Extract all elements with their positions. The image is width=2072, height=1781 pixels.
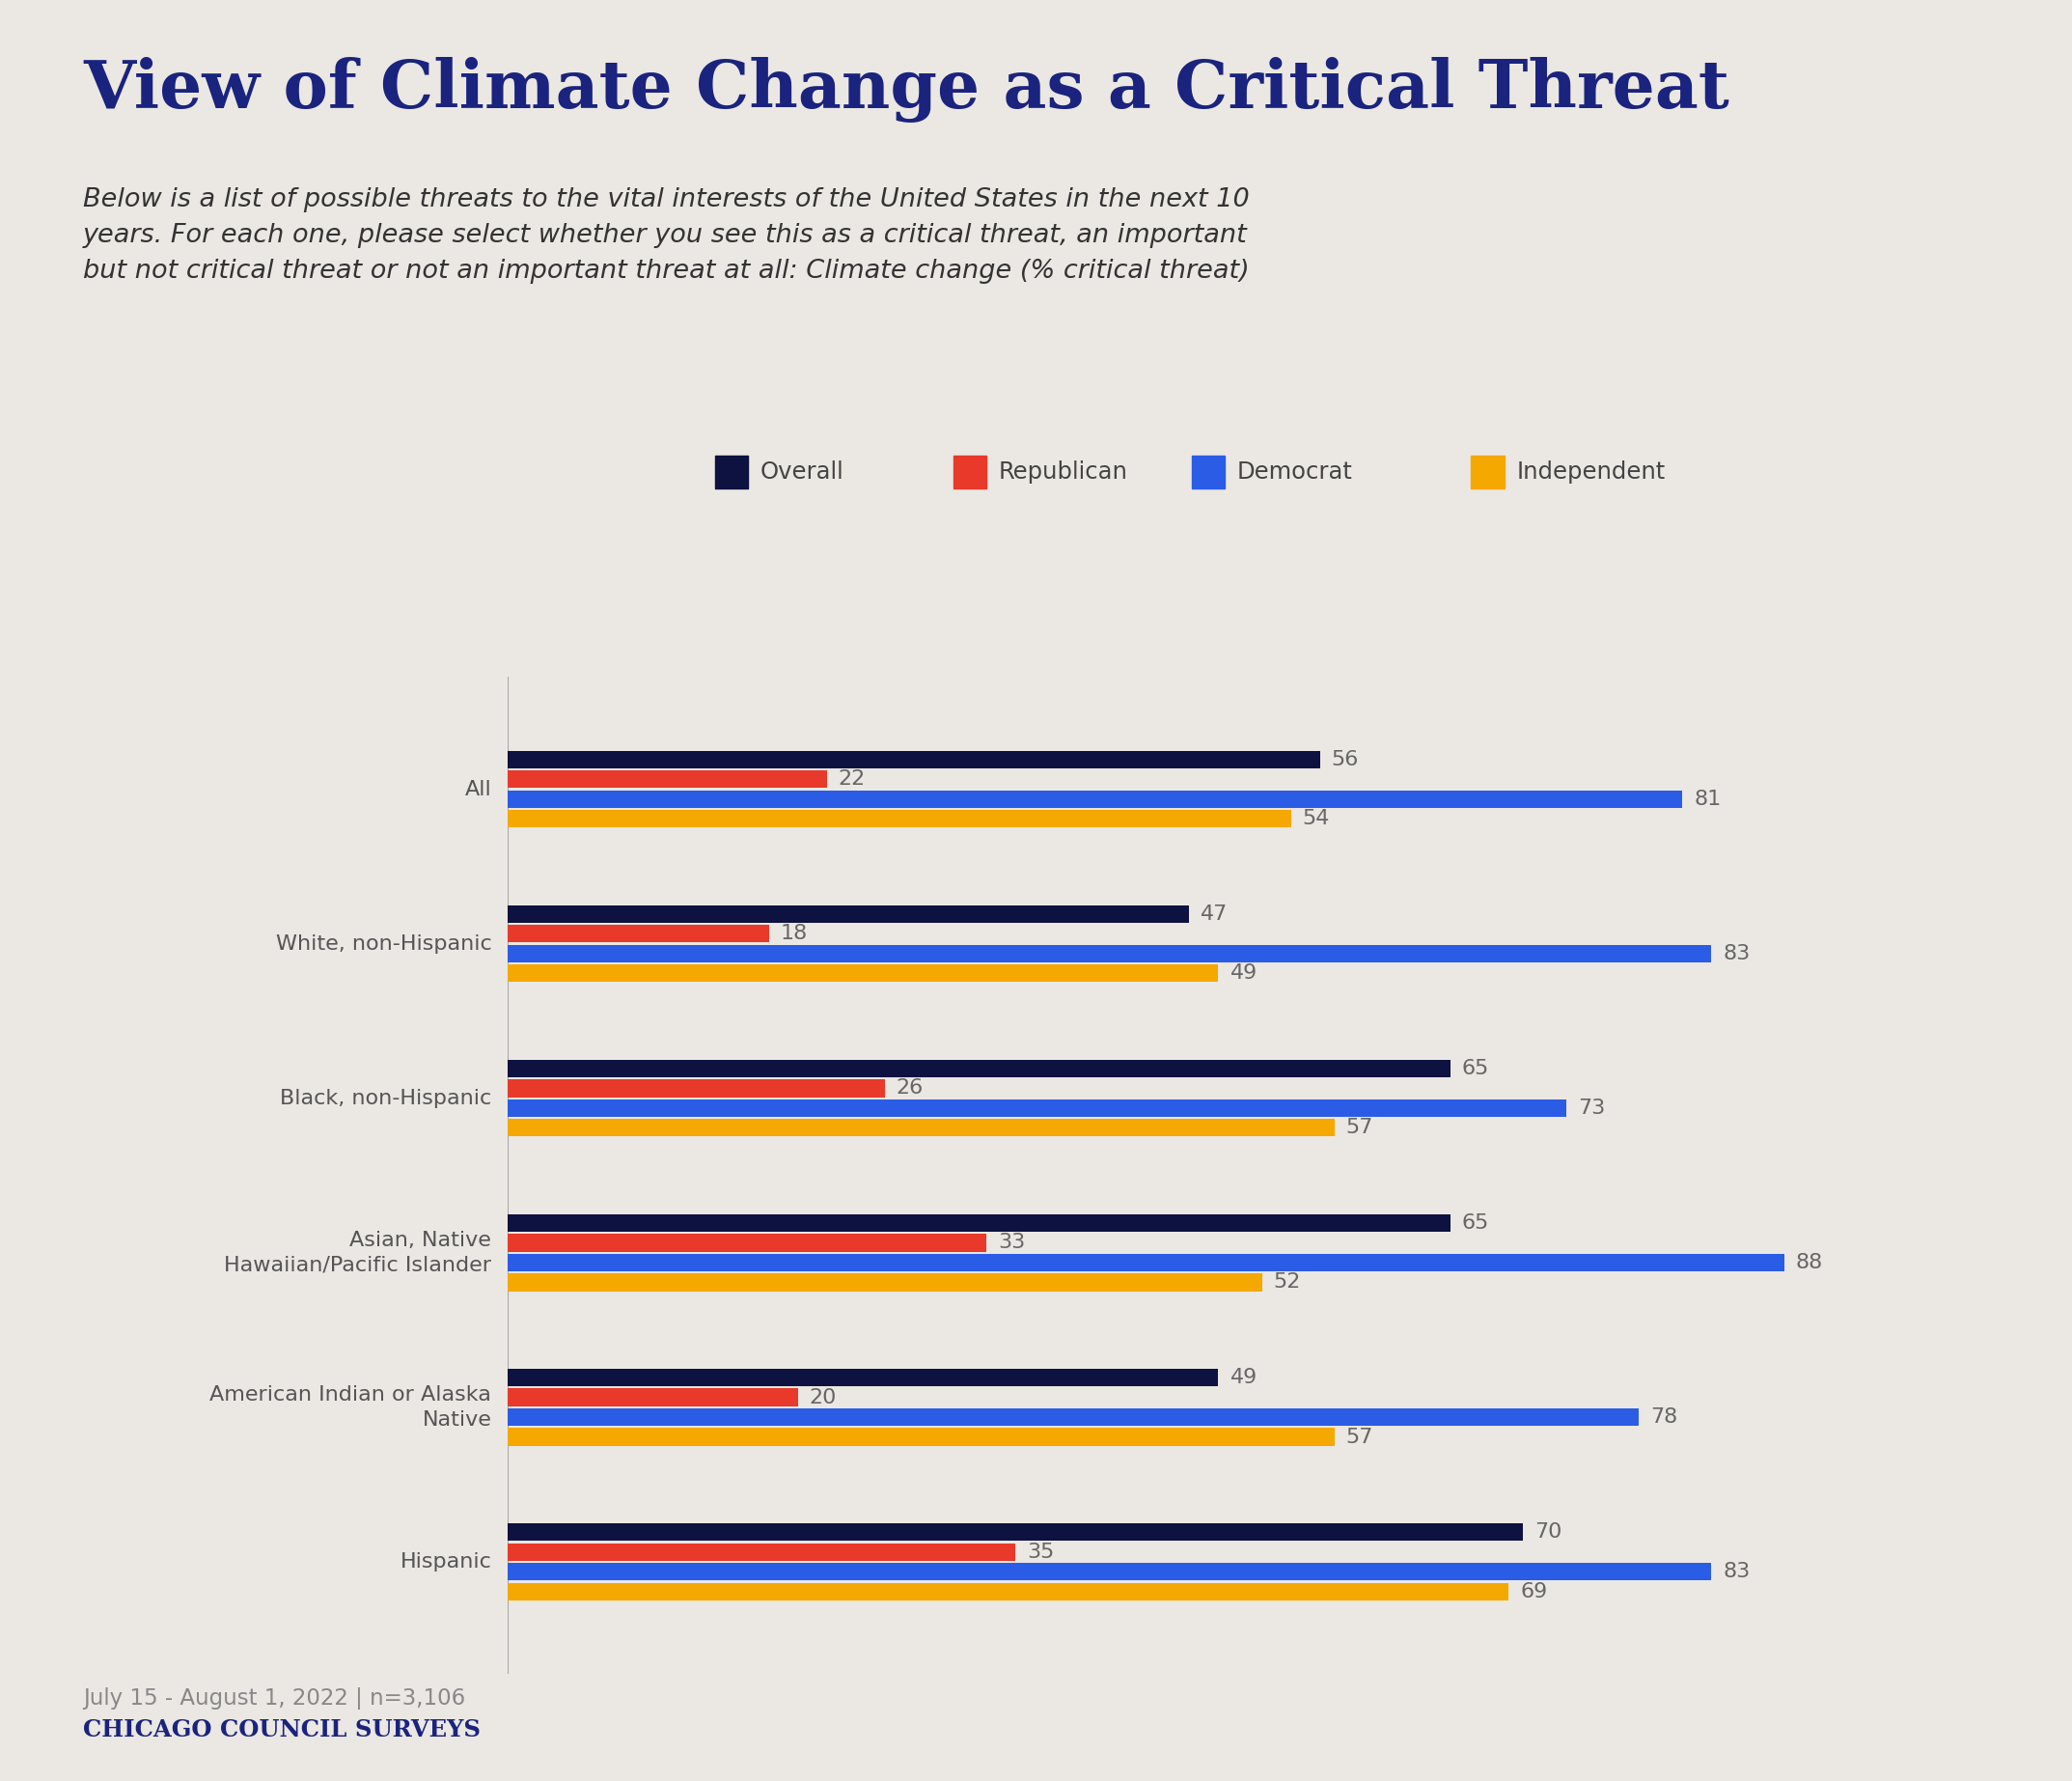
Bar: [508, 1099, 1566, 1117]
Bar: [508, 1523, 1523, 1541]
Text: Independent: Independent: [1517, 459, 1666, 484]
Bar: [508, 1273, 1262, 1291]
Text: Overall: Overall: [760, 459, 843, 484]
Text: 81: 81: [1695, 789, 1722, 809]
Text: Democrat: Democrat: [1237, 459, 1353, 484]
Text: Republican: Republican: [999, 459, 1127, 484]
Text: 22: 22: [839, 769, 866, 789]
Bar: [508, 1215, 1450, 1232]
Bar: [508, 1060, 1450, 1078]
Bar: [508, 1389, 798, 1405]
Text: July 15 - August 1, 2022 | n=3,106: July 15 - August 1, 2022 | n=3,106: [83, 1688, 466, 1710]
Bar: [508, 1409, 1639, 1427]
Text: 65: 65: [1463, 1213, 1490, 1232]
Bar: [508, 1583, 1508, 1599]
Text: 33: 33: [999, 1232, 1026, 1252]
Text: 49: 49: [1231, 964, 1258, 983]
Bar: [508, 1542, 1015, 1560]
Text: 73: 73: [1579, 1099, 1606, 1118]
Text: 47: 47: [1202, 905, 1229, 924]
Text: 26: 26: [897, 1079, 924, 1097]
Text: 70: 70: [1535, 1523, 1562, 1542]
Bar: [508, 810, 1291, 828]
Bar: [508, 1234, 986, 1252]
Text: 20: 20: [810, 1387, 837, 1407]
Text: 69: 69: [1521, 1582, 1548, 1601]
Bar: [508, 1254, 1784, 1272]
Text: 56: 56: [1332, 750, 1359, 769]
Text: 78: 78: [1651, 1407, 1678, 1427]
Bar: [508, 1079, 885, 1097]
Text: 57: 57: [1347, 1118, 1374, 1138]
Bar: [508, 1564, 1711, 1580]
Bar: [508, 924, 769, 942]
Bar: [508, 771, 827, 787]
Text: 83: 83: [1724, 944, 1751, 964]
Bar: [508, 1428, 1334, 1446]
Text: 18: 18: [781, 924, 808, 944]
Bar: [508, 905, 1189, 923]
Bar: [508, 752, 1320, 768]
Text: Below is a list of possible threats to the vital interests of the United States : Below is a list of possible threats to t…: [83, 187, 1249, 283]
Text: 35: 35: [1028, 1542, 1055, 1562]
Bar: [508, 965, 1218, 981]
Text: 52: 52: [1274, 1273, 1301, 1291]
Bar: [508, 946, 1711, 962]
Bar: [508, 1370, 1218, 1386]
Bar: [508, 1118, 1334, 1136]
Text: 57: 57: [1347, 1427, 1374, 1446]
Text: View of Climate Change as a Critical Threat: View of Climate Change as a Critical Thr…: [83, 57, 1730, 123]
Text: 49: 49: [1231, 1368, 1258, 1387]
Text: 54: 54: [1303, 809, 1330, 828]
Text: 88: 88: [1796, 1254, 1823, 1272]
Bar: [508, 791, 1682, 809]
Text: 83: 83: [1724, 1562, 1751, 1582]
Text: 65: 65: [1463, 1060, 1490, 1078]
Text: CHICAGO COUNCIL SURVEYS: CHICAGO COUNCIL SURVEYS: [83, 1719, 481, 1742]
